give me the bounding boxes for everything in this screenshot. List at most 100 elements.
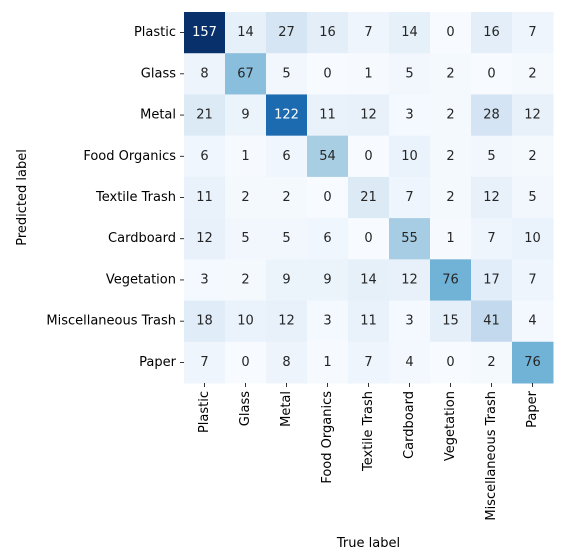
heatmap-cell bbox=[307, 53, 349, 95]
cell-value-label: 12 bbox=[360, 108, 377, 123]
y-tick-label: Plastic bbox=[134, 25, 176, 40]
heatmap-cell bbox=[430, 94, 472, 137]
cell-value-label: 21 bbox=[360, 190, 377, 205]
heatmap-cell bbox=[348, 12, 390, 54]
cell-value-label: 2 bbox=[446, 108, 454, 123]
cell-value-label: 7 bbox=[200, 355, 208, 370]
heatmap-cell bbox=[307, 259, 349, 302]
cell-value-label: 76 bbox=[524, 355, 541, 370]
cell-value-label: 9 bbox=[282, 272, 290, 287]
cell-value-label: 2 bbox=[446, 190, 454, 205]
heatmap-cell bbox=[348, 94, 390, 137]
heatmap-cell bbox=[389, 300, 431, 343]
cell-value-label: 6 bbox=[323, 231, 331, 246]
heatmap-cell bbox=[184, 53, 226, 95]
heatmap-cell bbox=[512, 135, 554, 178]
cell-value-label: 10 bbox=[401, 149, 418, 164]
heatmap-cell bbox=[389, 259, 431, 302]
heatmap-cell bbox=[471, 94, 513, 137]
y-tick-label: Cardboard bbox=[108, 231, 176, 246]
cell-value-label: 2 bbox=[487, 355, 495, 370]
cell-value-label: 5 bbox=[528, 190, 536, 205]
heatmap-cell bbox=[389, 341, 431, 384]
heatmap-cell bbox=[430, 300, 472, 343]
cell-value-label: 9 bbox=[241, 108, 249, 123]
heatmap-cell bbox=[348, 176, 390, 219]
cell-value-label: 4 bbox=[405, 355, 413, 370]
cell-value-label: 0 bbox=[323, 66, 331, 81]
x-tick-label: Miscellaneous Trash bbox=[484, 391, 499, 521]
cell-value-label: 2 bbox=[528, 149, 536, 164]
cell-value-label: 18 bbox=[196, 314, 213, 329]
heatmap-cell bbox=[348, 300, 390, 343]
y-tick-label: Food Organics bbox=[83, 149, 176, 164]
x-tick-label: Glass bbox=[238, 391, 253, 426]
cell-value-label: 21 bbox=[196, 108, 213, 123]
heatmap-cell bbox=[266, 218, 308, 260]
heatmap-cell bbox=[348, 259, 390, 302]
cell-value-label: 2 bbox=[241, 272, 249, 287]
heatmap-cell bbox=[430, 53, 472, 95]
heatmap-cell bbox=[225, 300, 267, 343]
cell-value-label: 0 bbox=[364, 231, 372, 246]
heatmap-cell bbox=[266, 176, 308, 219]
heatmap-cell bbox=[266, 259, 308, 302]
heatmap-cell bbox=[471, 176, 513, 219]
cell-value-label: 14 bbox=[401, 25, 418, 40]
cell-value-label: 7 bbox=[405, 190, 413, 205]
cell-value-label: 1 bbox=[241, 149, 249, 164]
cell-value-label: 0 bbox=[241, 355, 249, 370]
heatmap-cell bbox=[430, 259, 472, 302]
cell-value-label: 0 bbox=[446, 25, 454, 40]
heatmap-cell bbox=[184, 135, 226, 178]
heatmap-cell bbox=[389, 176, 431, 219]
heatmap-cell bbox=[348, 218, 390, 260]
y-tick-label: Metal bbox=[140, 108, 176, 123]
heatmap-cell bbox=[307, 94, 349, 137]
cell-value-label: 54 bbox=[319, 149, 336, 164]
heatmap-cells bbox=[184, 12, 554, 384]
cell-value-label: 6 bbox=[200, 149, 208, 164]
heatmap-cell bbox=[307, 300, 349, 343]
heatmap-cell bbox=[225, 53, 267, 95]
cell-value-label: 41 bbox=[483, 314, 500, 329]
heatmap-cell bbox=[512, 218, 554, 260]
heatmap-cell bbox=[512, 259, 554, 302]
y-tick-label: Miscellaneous Trash bbox=[46, 314, 176, 329]
cell-value-label: 15 bbox=[442, 314, 459, 329]
cell-value-label: 6 bbox=[282, 149, 290, 164]
x-tick-label: Cardboard bbox=[402, 391, 417, 459]
heatmap-cell bbox=[266, 94, 308, 137]
cell-value-label: 0 bbox=[487, 66, 495, 81]
heatmap-cell bbox=[184, 176, 226, 219]
cell-value-label: 1 bbox=[364, 66, 372, 81]
heatmap-cell bbox=[512, 94, 554, 137]
cell-value-label: 1 bbox=[446, 231, 454, 246]
cell-value-label: 12 bbox=[196, 231, 213, 246]
cell-value-label: 11 bbox=[360, 314, 377, 329]
cell-value-label: 67 bbox=[237, 66, 254, 81]
cell-value-label: 7 bbox=[364, 25, 372, 40]
cell-value-label: 5 bbox=[282, 231, 290, 246]
cell-value-label: 5 bbox=[241, 231, 249, 246]
heatmap-cell bbox=[430, 341, 472, 384]
cell-value-label: 55 bbox=[401, 231, 418, 246]
cell-value-label: 4 bbox=[528, 314, 536, 329]
x-axis-ticks: Plastic Glass Metal Food Organics Textile Tr… bbox=[197, 383, 540, 521]
heatmap-cell bbox=[471, 12, 513, 54]
heatmap-cell bbox=[389, 12, 431, 54]
heatmap-cell bbox=[184, 12, 226, 54]
y-tick-label: Glass bbox=[141, 66, 176, 81]
heatmap-cell bbox=[307, 12, 349, 54]
cell-value-label: 28 bbox=[483, 108, 500, 123]
cell-value-label: 9 bbox=[323, 272, 331, 287]
x-tick-label: Vegetation bbox=[443, 391, 458, 461]
heatmap-cell bbox=[512, 176, 554, 219]
heatmap-cell bbox=[348, 135, 390, 178]
cell-value-label: 157 bbox=[192, 25, 217, 40]
heatmap-cell bbox=[266, 300, 308, 343]
heatmap-cell bbox=[184, 341, 226, 384]
cell-value-label: 12 bbox=[278, 314, 295, 329]
x-tick-label: Textile Trash bbox=[361, 391, 376, 472]
heatmap-cell bbox=[348, 53, 390, 95]
